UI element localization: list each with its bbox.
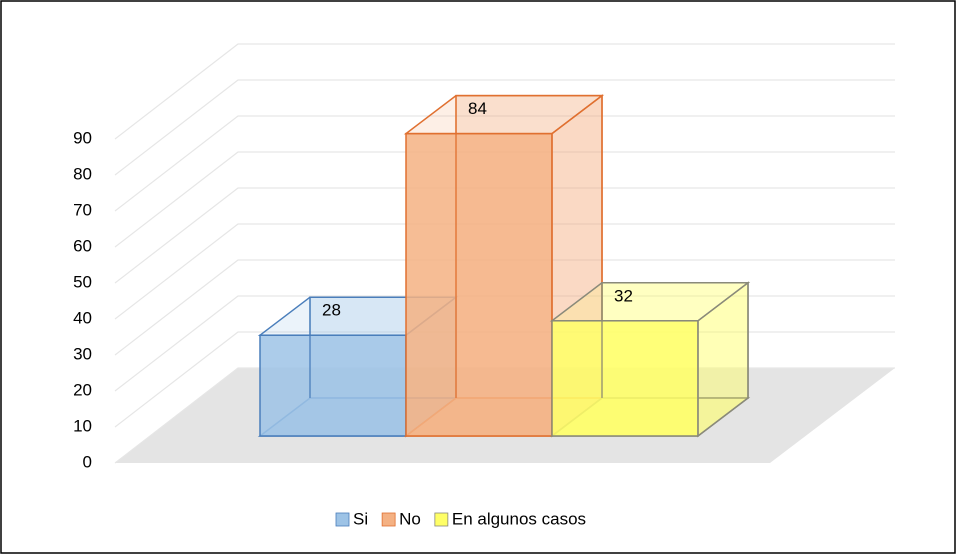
grid-line [114, 43, 895, 140]
grid-line [114, 115, 895, 212]
y-tick-label: 20 [73, 380, 92, 399]
grid-line [114, 223, 895, 320]
y-tick-label: 0 [83, 452, 92, 471]
legend-label: Si [353, 509, 368, 528]
grid-line [114, 151, 895, 248]
y-tick-label: 70 [73, 200, 92, 219]
legend-swatch [335, 512, 350, 527]
y-tick-label: 60 [73, 236, 92, 255]
data-label: 28 [322, 301, 341, 320]
grid-line [114, 187, 895, 284]
grid-line [114, 295, 895, 392]
grid-line [114, 79, 895, 176]
data-label: 32 [614, 286, 633, 305]
legend-label: No [399, 509, 421, 528]
bar [259, 334, 407, 437]
y-tick-label: 30 [73, 344, 92, 363]
legend-swatch [381, 512, 396, 527]
y-tick-label: 80 [73, 164, 92, 183]
legend-label: En algunos casos [452, 509, 586, 528]
y-tick-label: 90 [73, 128, 92, 147]
bar [405, 132, 553, 437]
data-label: 84 [468, 99, 487, 118]
bar [551, 320, 699, 437]
y-tick-label: 40 [73, 308, 92, 327]
legend-swatch [434, 512, 449, 527]
bar-side [697, 281, 749, 438]
y-tick-label: 10 [73, 416, 92, 435]
grid-line [114, 259, 895, 356]
y-tick-label: 50 [73, 272, 92, 291]
